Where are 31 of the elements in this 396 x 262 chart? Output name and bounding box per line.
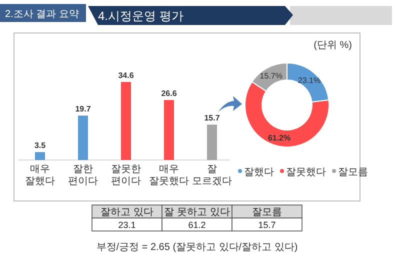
- data-label: 61.2%: [268, 134, 291, 143]
- data-label: 23.1: [118, 220, 136, 230]
- text: (단위 %): [314, 40, 352, 51]
- x-tick-label: 잘못한 편이다: [111, 164, 141, 187]
- legend-label: 잘모름: [338, 167, 368, 178]
- category-label: 잘모름: [252, 207, 282, 218]
- x-tick-label: 매우 잘했다: [25, 164, 55, 187]
- data-label: 26.6: [161, 89, 178, 98]
- legend-label: 잘했다: [244, 167, 274, 178]
- x-tick-label: 잘한 편이다: [68, 164, 98, 187]
- legend-label: 잘못했다: [286, 167, 326, 178]
- x-tick-label: 매우 잘못했다: [149, 164, 189, 187]
- data-label: 15.7: [204, 114, 220, 123]
- category-label: 잘하고 있다: [100, 207, 154, 218]
- data-label: 61.2: [188, 220, 206, 230]
- x-tick-label: 잘 모르겠다: [192, 164, 232, 187]
- chart-title: 4.시정운영 평가: [98, 9, 184, 23]
- chart-subtitle: 2.조사 결과 요약: [5, 9, 79, 20]
- bar: [35, 152, 45, 160]
- text: 부정/긍정 = 2.65 (잘못하고 있다/잘하고 있다): [96, 242, 298, 253]
- category-label: 잘 못하고 있다: [164, 207, 230, 218]
- data-label: 19.7: [75, 104, 92, 114]
- data-label: 23.1%: [298, 76, 321, 85]
- data-label: 34.6: [118, 71, 134, 80]
- bar: [121, 82, 131, 160]
- data-label: 15.7%: [260, 71, 282, 80]
- data-label: 15.7: [258, 220, 276, 230]
- bar: [78, 116, 88, 160]
- bar: [164, 100, 174, 160]
- data-label: 3.5: [34, 141, 46, 150]
- bar: [207, 124, 217, 160]
